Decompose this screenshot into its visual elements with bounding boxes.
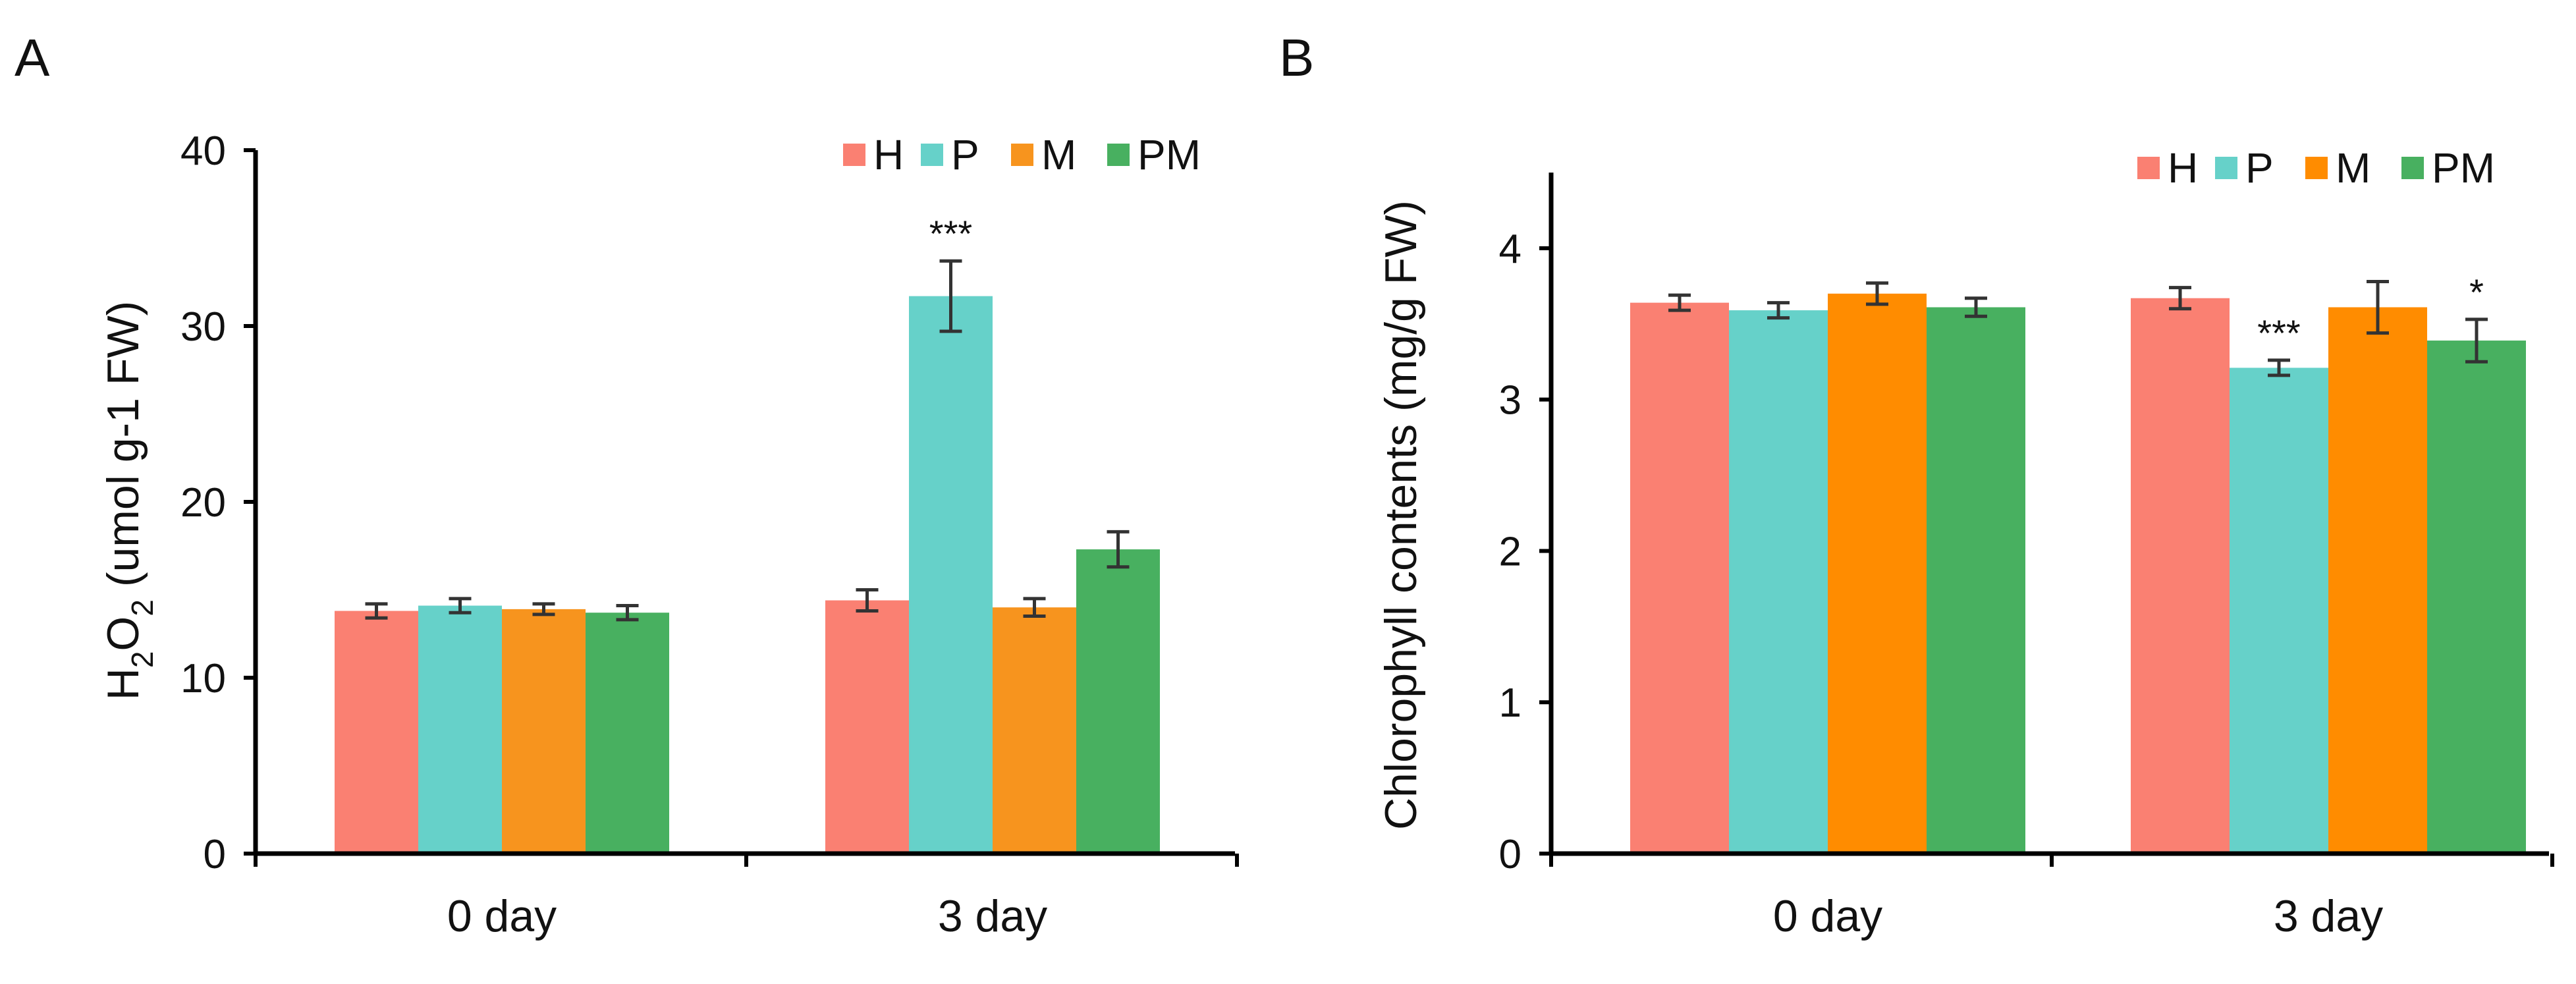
significance-marker-b: *** bbox=[2257, 312, 2300, 354]
x-category-label-b: 3 day bbox=[2274, 891, 2383, 941]
legend-swatch-h bbox=[2137, 157, 2160, 179]
legend-a: H P M PM bbox=[843, 131, 1201, 178]
ylabel-a-o: O bbox=[98, 616, 148, 651]
bar-p-b bbox=[2230, 368, 2328, 854]
legend-swatch-pm bbox=[2401, 157, 2424, 179]
legend-swatch-p bbox=[921, 144, 943, 166]
legend-swatch-pm bbox=[1107, 144, 1130, 166]
bar-p-a bbox=[418, 605, 502, 854]
bar-pm-a bbox=[1076, 549, 1160, 854]
bar-p-b bbox=[1729, 310, 1828, 854]
y-tick-label-a: 40 bbox=[180, 128, 226, 174]
bar-m-b bbox=[1828, 293, 1927, 854]
panel-letter-b: B bbox=[1279, 28, 1314, 87]
bar-pm-b bbox=[2427, 341, 2526, 854]
legend-swatch-m bbox=[2305, 157, 2328, 179]
y-axis-label-b: Chlorophyll contents (mg/g FW) bbox=[1376, 200, 1426, 830]
legend-swatch-p bbox=[2215, 157, 2237, 179]
y-tick-label-b: 4 bbox=[1499, 227, 1521, 272]
x-category-label-a: 0 day bbox=[447, 891, 557, 941]
bar-m-a bbox=[502, 609, 586, 854]
legend-label-pm: PM bbox=[1137, 131, 1201, 178]
y-tick-label-a: 30 bbox=[180, 304, 226, 350]
bar-h-b bbox=[1630, 302, 1729, 854]
x-category-label-b: 0 day bbox=[1773, 891, 1882, 941]
y-tick-label-b: 1 bbox=[1499, 680, 1521, 726]
ylabel-a-rest: (umol g-1 FW) bbox=[98, 301, 148, 599]
bar-h-a bbox=[335, 611, 418, 854]
y-tick-label-b: 0 bbox=[1499, 832, 1521, 877]
x-category-label-a: 3 day bbox=[938, 891, 1047, 941]
y-tick-label-a: 10 bbox=[180, 656, 226, 701]
bar-pm-b bbox=[1927, 307, 2025, 854]
legend-label-p: P bbox=[2245, 144, 2274, 192]
legend-label-p: P bbox=[951, 131, 979, 178]
y-axis-label-a: H2O2 (umol g-1 FW) bbox=[98, 301, 159, 701]
y-tick-label-b: 2 bbox=[1499, 529, 1521, 574]
y-tick-label-a: 20 bbox=[180, 480, 226, 526]
bar-pm-a bbox=[586, 613, 669, 854]
bar-h-a bbox=[825, 600, 909, 854]
legend-label-pm: PM bbox=[2432, 144, 2495, 192]
chart-panel-b: B H P M PM Chlorophyll contents (mg/g FW) 0… bbox=[1279, 28, 2554, 941]
bar-m-a bbox=[993, 607, 1076, 854]
legend-label-m: M bbox=[2336, 144, 2370, 192]
significance-marker-a: *** bbox=[929, 213, 972, 254]
legend-swatch-m bbox=[1011, 144, 1033, 166]
ylabel-a-h: H bbox=[98, 668, 148, 700]
legend-b: H P M PM bbox=[2137, 144, 2495, 192]
ylabel-a-sub2: 2 bbox=[125, 599, 159, 616]
bar-h-b bbox=[2131, 298, 2230, 854]
panel-letter-a: A bbox=[14, 28, 50, 87]
y-tick-label-b: 3 bbox=[1499, 378, 1521, 424]
y-tick-label-a: 0 bbox=[204, 832, 226, 877]
legend-label-h: H bbox=[2168, 144, 2198, 192]
ylabel-a-sub1: 2 bbox=[125, 651, 159, 669]
significance-marker-b: * bbox=[2469, 271, 2484, 313]
bar-m-b bbox=[2328, 307, 2427, 854]
legend-label-h: H bbox=[873, 131, 904, 178]
legend-label-m: M bbox=[1041, 131, 1076, 178]
legend-swatch-h bbox=[843, 144, 865, 166]
bar-p-a bbox=[909, 296, 993, 854]
